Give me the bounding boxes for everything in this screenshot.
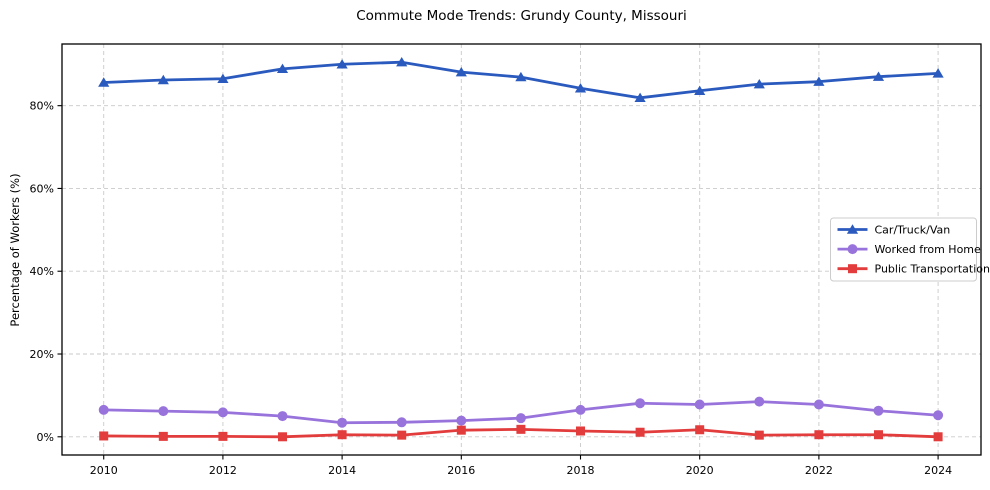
series-public-transportation xyxy=(99,424,943,442)
x-tick-label: 2018 xyxy=(567,464,595,477)
x-tick-label: 2020 xyxy=(686,464,714,477)
data-point-car-truck-van xyxy=(753,78,765,89)
data-point-worked-from-home xyxy=(456,415,467,426)
data-point-car-truck-van xyxy=(455,66,467,77)
data-point-public-transportation xyxy=(814,430,824,440)
legend-label-car-truck-van: Car/Truck/Van xyxy=(875,223,951,236)
series-car-truck-van xyxy=(98,57,944,103)
data-point-car-truck-van xyxy=(872,71,885,81)
data-point-worked-from-home xyxy=(933,410,944,421)
y-tick-label: 0% xyxy=(37,431,54,444)
data-point-worked-from-home xyxy=(515,413,526,424)
data-point-car-truck-van xyxy=(396,57,408,67)
legend-entry-car-truck-van: Car/Truck/Van xyxy=(837,223,951,236)
legend-marker-public-transportation xyxy=(848,264,857,274)
legend-entry-worked-from-home: Worked from Home xyxy=(837,243,982,256)
x-axis: 2010 2012 2014 2016 2018 2020 2022 2024 xyxy=(90,455,952,477)
data-point-worked-from-home xyxy=(158,406,169,417)
x-tick-label: 2016 xyxy=(447,464,475,477)
data-point-public-transportation xyxy=(456,425,466,435)
x-tick-label: 2022 xyxy=(805,464,833,477)
data-point-public-transportation xyxy=(873,430,883,440)
data-point-worked-from-home xyxy=(217,407,228,418)
legend-box xyxy=(830,217,977,282)
data-point-public-transportation xyxy=(337,430,347,440)
data-point-public-transportation xyxy=(754,430,764,440)
legend-entry-public-transportation: Public Transportation xyxy=(837,263,990,276)
data-point-worked-from-home xyxy=(277,411,288,422)
axes-box xyxy=(61,43,982,456)
data-point-worked-from-home xyxy=(635,398,646,409)
y-tick-label: 60% xyxy=(30,182,54,195)
data-point-public-transportation xyxy=(576,426,586,436)
data-point-car-truck-van xyxy=(98,77,110,87)
data-point-worked-from-home xyxy=(754,396,765,407)
data-point-worked-from-home xyxy=(873,405,884,416)
data-point-worked-from-home xyxy=(98,404,109,415)
x-tick-label: 2014 xyxy=(328,464,356,477)
legend-label-worked-from-home: Worked from Home xyxy=(875,243,982,256)
data-point-car-truck-van xyxy=(574,83,587,93)
y-tick-label: 20% xyxy=(30,348,54,361)
legend-marker-worked-from-home xyxy=(847,244,858,255)
y-axis: 0% 20% 40% 60% 80% xyxy=(30,100,62,444)
data-point-public-transportation xyxy=(99,431,109,441)
data-point-public-transportation xyxy=(218,431,228,441)
data-point-car-truck-van xyxy=(694,85,706,95)
data-point-car-truck-van xyxy=(634,92,646,103)
legend-marker-car-truck-van xyxy=(846,224,859,234)
series-worked-from-home xyxy=(98,396,944,428)
data-point-worked-from-home xyxy=(337,417,348,428)
data-point-car-truck-van xyxy=(515,71,527,82)
data-point-public-transportation xyxy=(516,424,526,434)
data-point-car-truck-van xyxy=(157,74,169,85)
data-point-public-transportation xyxy=(695,425,705,435)
legend-label-public-transportation: Public Transportation xyxy=(875,263,990,276)
data-point-car-truck-van xyxy=(336,59,348,69)
data-point-car-truck-van xyxy=(276,63,289,74)
data-point-car-truck-van xyxy=(932,68,944,78)
data-point-public-transportation xyxy=(635,427,645,437)
chart-title: Commute Mode Trends: Grundy County, Miss… xyxy=(356,8,687,24)
x-tick-label: 2024 xyxy=(924,464,952,477)
data-point-worked-from-home xyxy=(396,417,407,428)
data-point-worked-from-home xyxy=(813,399,824,410)
data-point-public-transportation xyxy=(933,432,943,442)
data-point-worked-from-home xyxy=(694,399,705,410)
data-point-public-transportation xyxy=(158,431,168,441)
data-point-public-transportation xyxy=(397,430,407,440)
data-point-car-truck-van xyxy=(813,76,825,86)
x-tick-label: 2010 xyxy=(90,464,118,477)
legend: Car/Truck/Van Worked from Home Public Tran… xyxy=(830,217,990,282)
data-point-car-truck-van xyxy=(217,73,229,83)
x-tick-label: 2012 xyxy=(209,464,237,477)
data-point-worked-from-home xyxy=(575,404,586,415)
data-point-public-transportation xyxy=(278,432,288,442)
y-tick-label: 80% xyxy=(30,100,54,113)
y-tick-label: 40% xyxy=(30,265,54,278)
